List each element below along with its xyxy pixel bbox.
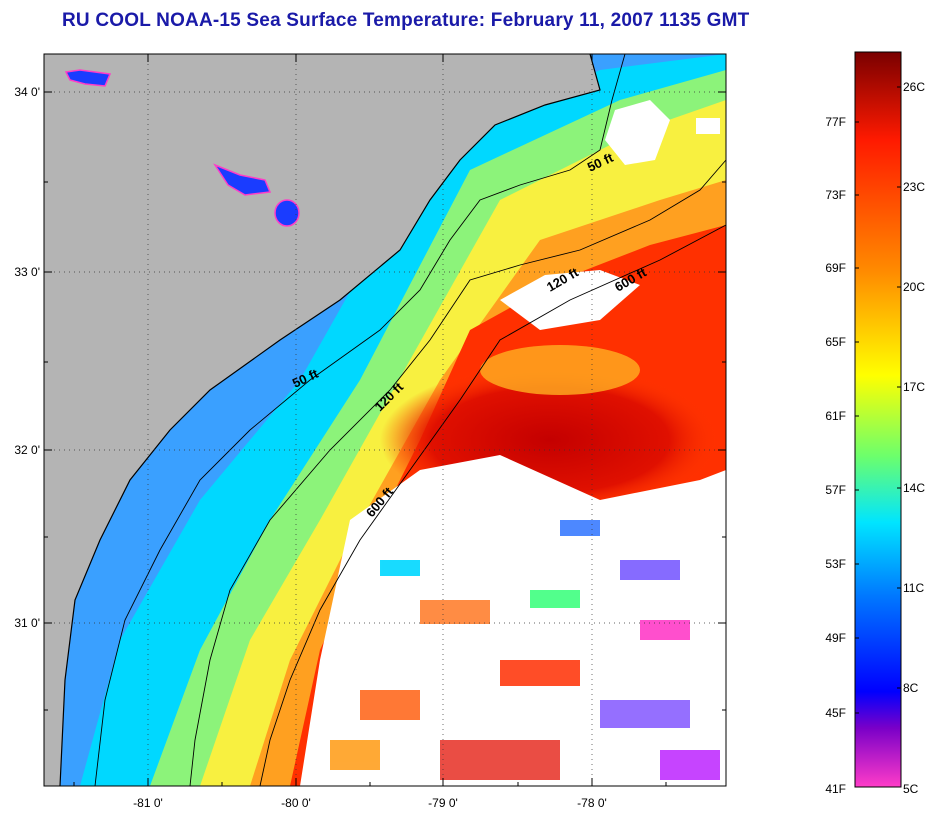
inland-lake-3 <box>64 69 112 87</box>
colorbar-f-41: 41F <box>825 782 846 796</box>
lon-label-81: -81 0' <box>133 796 163 810</box>
inland-lake-2 <box>274 199 300 227</box>
colorbar-c-17: 17C <box>903 380 925 394</box>
coastline <box>59 54 601 786</box>
colorbar-c-5: 5C <box>903 782 919 796</box>
map-panel <box>44 54 726 786</box>
colorbar-c-11: 11C <box>903 581 924 595</box>
colorbar-f-53: 53F <box>825 557 846 571</box>
map-grid <box>44 54 726 786</box>
colorbar-f-77: 77F <box>825 115 846 129</box>
colorbar-c-14: 14C <box>903 481 925 495</box>
colorbar: 77F 73F 69F 65F 61F 57F 53F 49F 45F 41F … <box>825 51 925 796</box>
colorbar-f-61: 61F <box>825 409 846 423</box>
colorbar-c-8: 8C <box>903 681 919 695</box>
contour-120ft <box>189 159 726 786</box>
sst-yellow-eddy <box>480 345 640 395</box>
colorbar-f-45: 45F <box>825 706 846 720</box>
axis-ticks <box>44 54 726 786</box>
lon-label-79: -79 0' <box>428 796 458 810</box>
colorbar-gradient <box>854 51 902 788</box>
land-mass <box>44 54 600 786</box>
lat-label-32: 32 0' <box>14 443 40 457</box>
lat-label-34: 34 0' <box>14 85 40 99</box>
colorbar-f-69: 69F <box>825 261 846 275</box>
colorbar-f-65: 65F <box>825 335 846 349</box>
map-frame <box>43 53 727 787</box>
cloud-noise <box>330 520 720 780</box>
contour-600ft <box>259 224 726 786</box>
contour-50ft <box>94 54 626 786</box>
colorbar-c-23: 23C <box>903 180 925 194</box>
lon-label-78: -78 0' <box>577 796 607 810</box>
lat-label-31: 31 0' <box>14 616 40 630</box>
cloud-patch-east <box>696 118 720 134</box>
colorbar-f-49: 49F <box>825 631 846 645</box>
cloud-cover-northeast <box>605 100 670 165</box>
map-title: RU COOL NOAA-15 Sea Surface Temperature:… <box>62 10 750 31</box>
colorbar-f-73: 73F <box>825 188 846 202</box>
lon-label-80: -80 0' <box>281 796 311 810</box>
inland-lake-1 <box>213 163 272 196</box>
colorbar-c-26: 26C <box>903 80 925 94</box>
colorbar-c-20: 20C <box>903 280 925 294</box>
lat-label-33: 33 0' <box>14 265 40 279</box>
colorbar-f-57: 57F <box>825 483 846 497</box>
